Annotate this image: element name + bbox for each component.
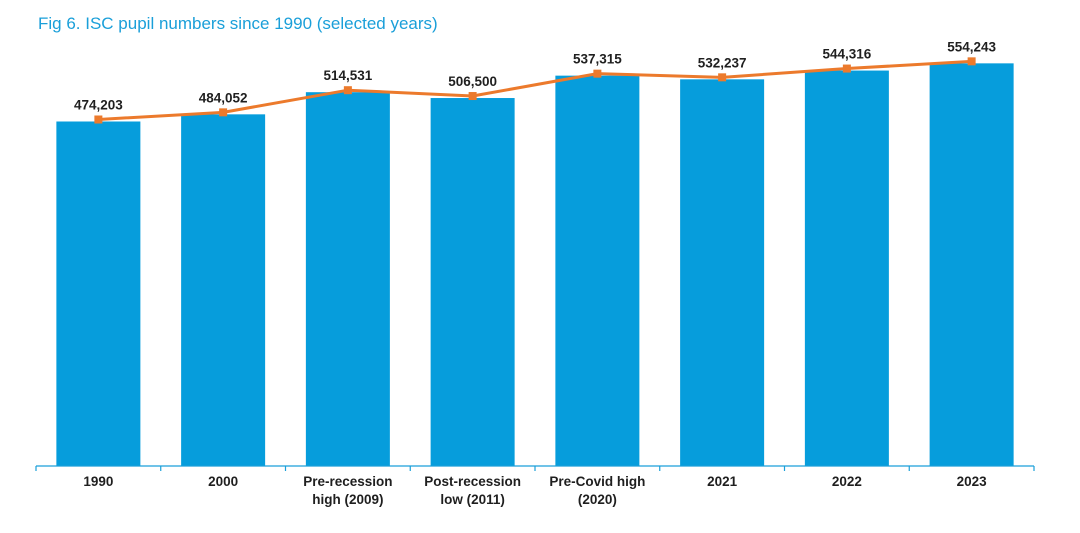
value-label-7: 554,243 [947, 39, 996, 54]
line-marker-0 [94, 115, 103, 124]
line-series [94, 57, 976, 124]
chart-title: Fig 6. ISC pupil numbers since 1990 (sel… [38, 14, 438, 33]
value-labels: 474,203 484,052 514,531 506,500 537,315 532,2… [74, 39, 997, 112]
bar-7 [929, 63, 1014, 467]
line-marker-6 [842, 64, 851, 73]
bar-1 [181, 114, 266, 466]
category-label-4: Pre-Covid high [549, 474, 645, 489]
line-marker-1 [219, 108, 228, 117]
bar-series [56, 63, 1014, 467]
category-label-4: (2020) [578, 492, 617, 507]
line-marker-4 [593, 69, 602, 78]
value-label-4: 537,315 [573, 52, 622, 67]
bar-5 [680, 79, 765, 466]
value-label-0: 474,203 [74, 97, 123, 112]
value-label-5: 532,237 [698, 55, 747, 70]
bar-6 [804, 70, 889, 466]
line-path [98, 59, 972, 121]
category-label-0: 1990 [83, 474, 113, 489]
value-label-1: 484,052 [199, 90, 248, 105]
category-label-3: Post-recession [424, 474, 521, 489]
category-label-7: 2023 [957, 474, 988, 489]
line-marker-5 [718, 73, 727, 82]
category-label-3: low (2011) [440, 492, 505, 507]
bar-4 [555, 75, 640, 467]
category-label-6: 2022 [832, 474, 862, 489]
category-labels: 1990 2000 Pre-recession high (2009) Post-rec… [83, 474, 987, 507]
bar-3 [430, 98, 515, 467]
category-label-5: 2021 [707, 474, 738, 489]
value-label-3: 506,500 [448, 74, 497, 89]
value-label-6: 544,316 [822, 47, 871, 62]
x-axis [35, 465, 1035, 471]
line-marker-7 [967, 57, 976, 66]
bar-2 [305, 92, 390, 466]
category-label-1: 2000 [208, 474, 238, 489]
category-label-2: Pre-recession [303, 474, 392, 489]
line-marker-3 [468, 92, 477, 101]
bar-0 [56, 121, 141, 467]
value-label-2: 514,531 [323, 68, 372, 83]
category-label-2: high (2009) [312, 492, 383, 507]
line-marker-2 [343, 86, 352, 95]
